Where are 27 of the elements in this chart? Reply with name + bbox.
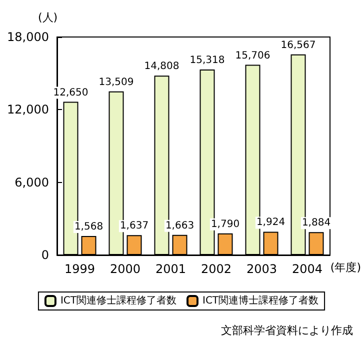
- y-tick-label: 6,000: [14, 175, 49, 190]
- x-tick-label: 2004: [292, 262, 323, 276]
- y-tick-label: 0: [41, 248, 49, 262]
- legend-label: ICT関連修士課程修了者数: [60, 294, 177, 306]
- data-label: 1,663: [165, 220, 194, 232]
- y-axis-title: (人): [38, 11, 58, 24]
- data-label: 14,808: [144, 61, 180, 72]
- data-label: 1,568: [74, 222, 104, 233]
- x-axis-title: (年度): [330, 261, 362, 274]
- data-label: 1,637: [120, 220, 149, 232]
- x-tick-label: 2003: [246, 262, 278, 276]
- data-label: 12,650: [53, 87, 88, 98]
- x-tick-label: 2000: [110, 262, 141, 276]
- data-label: 1,884: [302, 218, 331, 229]
- data-label: 15,318: [190, 54, 225, 66]
- data-label: 15,706: [235, 50, 270, 62]
- data-label: 13,509: [98, 76, 134, 88]
- text: 文部科学省資料により作成: [221, 324, 353, 337]
- x-tick-label: 2002: [200, 262, 232, 276]
- legend-label: ICT関連博士課程修了者数: [202, 294, 319, 306]
- y-tick-label: 12,000: [7, 102, 49, 117]
- x-tick-label: 1999: [64, 262, 96, 276]
- data-label: 16,567: [280, 40, 316, 51]
- data-label: 1,924: [256, 217, 286, 228]
- y-tick-label: 18,000: [7, 30, 49, 44]
- x-tick-label: 2001: [155, 262, 186, 276]
- data-label: 1,790: [210, 218, 240, 230]
